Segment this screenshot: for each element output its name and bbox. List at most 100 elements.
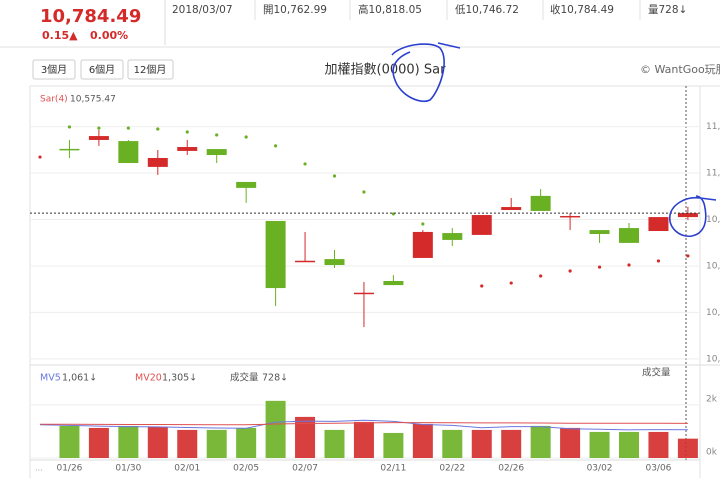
candle-body xyxy=(648,217,669,232)
sar-dot xyxy=(421,222,425,226)
sar-dot xyxy=(244,135,248,139)
range-button[interactable] xyxy=(127,59,174,80)
x-tick-label: 02/05 xyxy=(233,464,259,474)
range-button-label[interactable]: 6個月 xyxy=(89,63,115,76)
range-button[interactable] xyxy=(32,59,76,80)
pen-annotation xyxy=(669,195,717,238)
candle-body xyxy=(236,181,257,188)
volume-bar xyxy=(147,426,168,458)
x-tick-label: 02/22 xyxy=(439,464,465,474)
sar-dot xyxy=(156,127,160,131)
volume-bar xyxy=(501,429,522,458)
candle-body xyxy=(177,147,198,151)
candle-body xyxy=(206,149,227,156)
legend-value: 1,305↓ xyxy=(162,373,197,384)
ellipsis: ... xyxy=(35,464,43,473)
high: 高10,818.05 xyxy=(358,3,422,16)
date: 2018/03/07 xyxy=(172,4,233,16)
x-tick-label: 02/26 xyxy=(498,464,524,474)
y-tick-label: 2k xyxy=(706,394,718,404)
sar-dot xyxy=(509,281,513,285)
sar-dot xyxy=(126,126,130,130)
legend-label: MV20 xyxy=(135,373,162,384)
sar-dot xyxy=(597,265,602,269)
candle-body xyxy=(295,260,316,263)
volume: 量728↓ xyxy=(648,4,687,16)
candle-body xyxy=(619,228,639,243)
range-button-label[interactable]: 12個月 xyxy=(134,63,167,76)
sar-dot xyxy=(332,174,337,178)
volume-bar xyxy=(88,427,109,458)
sar-dot xyxy=(539,274,543,278)
sar-dot xyxy=(480,284,484,288)
close: 收10,784.49 xyxy=(550,3,614,16)
y-tick-label: 10,500 xyxy=(706,261,720,271)
y-tick-label: 10,000 xyxy=(706,354,720,364)
sar-dot xyxy=(274,144,278,148)
candle-body xyxy=(324,259,345,266)
sar-dot xyxy=(38,155,42,159)
change: 0.15▲ xyxy=(42,29,78,42)
candle-body xyxy=(88,136,109,140)
volume-bar xyxy=(619,431,639,458)
sar-dot xyxy=(97,126,101,130)
candle-body xyxy=(530,195,551,211)
volume-bar xyxy=(324,429,345,458)
sar-dot xyxy=(362,190,366,194)
range-button[interactable] xyxy=(80,59,124,80)
volume-bar xyxy=(560,427,581,458)
sar-dot xyxy=(627,263,631,267)
legend-label: MV5 xyxy=(40,373,61,384)
candle-body xyxy=(147,157,168,167)
sar-dot xyxy=(67,125,72,129)
volume-bar xyxy=(59,425,80,458)
ma-line xyxy=(40,422,688,426)
volume-bar xyxy=(295,416,316,458)
volume-bar xyxy=(177,429,198,458)
panel-title: 成交量 xyxy=(642,367,671,379)
change-pct: 0.00% xyxy=(90,29,128,42)
price: 10,784.49 xyxy=(40,6,141,27)
legend-label: 成交量 xyxy=(230,372,259,384)
volume-bar xyxy=(353,421,374,458)
candle-body xyxy=(353,292,374,295)
candle-body xyxy=(677,213,698,218)
candle-body xyxy=(383,280,404,286)
x-tick-label: 02/01 xyxy=(174,464,200,474)
sar-dot xyxy=(656,259,661,263)
candle-body xyxy=(589,230,610,234)
volume-bar xyxy=(265,400,286,458)
legend-value: 1,061↓ xyxy=(62,373,97,384)
copyright: © WantGoo玩股網 xyxy=(640,62,720,76)
x-tick-label: 02/07 xyxy=(292,464,318,474)
candle-body xyxy=(471,215,492,235)
legend-value: 10,575.47 xyxy=(70,95,116,105)
legend-label: Sar(4) xyxy=(40,95,68,105)
volume-bar xyxy=(442,429,463,458)
candle-body xyxy=(412,231,433,258)
ma-line xyxy=(39,419,688,431)
chart-title: 加權指數(0000) Sar xyxy=(325,63,447,78)
candle-body xyxy=(560,215,581,218)
candle-body xyxy=(442,233,463,240)
volume-bar xyxy=(471,429,492,458)
candle-body xyxy=(118,141,139,164)
range-button-label[interactable]: 3個月 xyxy=(41,63,67,76)
volume-bar xyxy=(118,425,139,458)
candle-body xyxy=(265,220,286,289)
pen-annotation xyxy=(391,42,461,102)
y-tick-label: 10,250 xyxy=(706,308,720,318)
volume-bar xyxy=(383,432,404,458)
sar-dot xyxy=(215,133,219,137)
volume-bar xyxy=(206,429,227,458)
volume-bar xyxy=(412,423,433,458)
volume-bar xyxy=(236,427,257,458)
plot: 11,250 11,000 10,750 10,500 10,250 10,000 2k 0k… xyxy=(30,95,720,474)
separators xyxy=(254,0,641,20)
x-tick-label: 03/02 xyxy=(587,464,613,474)
sar-dot xyxy=(686,254,690,258)
volume-bar xyxy=(677,438,698,458)
low: 低10,746.72 xyxy=(455,3,519,16)
